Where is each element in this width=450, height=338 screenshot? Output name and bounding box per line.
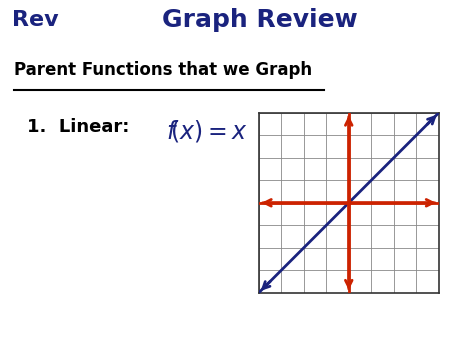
Text: Rev: Rev xyxy=(12,10,58,30)
Text: Parent Functions that we Graph: Parent Functions that we Graph xyxy=(14,62,311,79)
Text: $f\!\left(x\right)=x$: $f\!\left(x\right)=x$ xyxy=(166,118,248,144)
Text: 1.  Linear:: 1. Linear: xyxy=(27,118,130,136)
Text: Graph Review: Graph Review xyxy=(162,8,358,32)
